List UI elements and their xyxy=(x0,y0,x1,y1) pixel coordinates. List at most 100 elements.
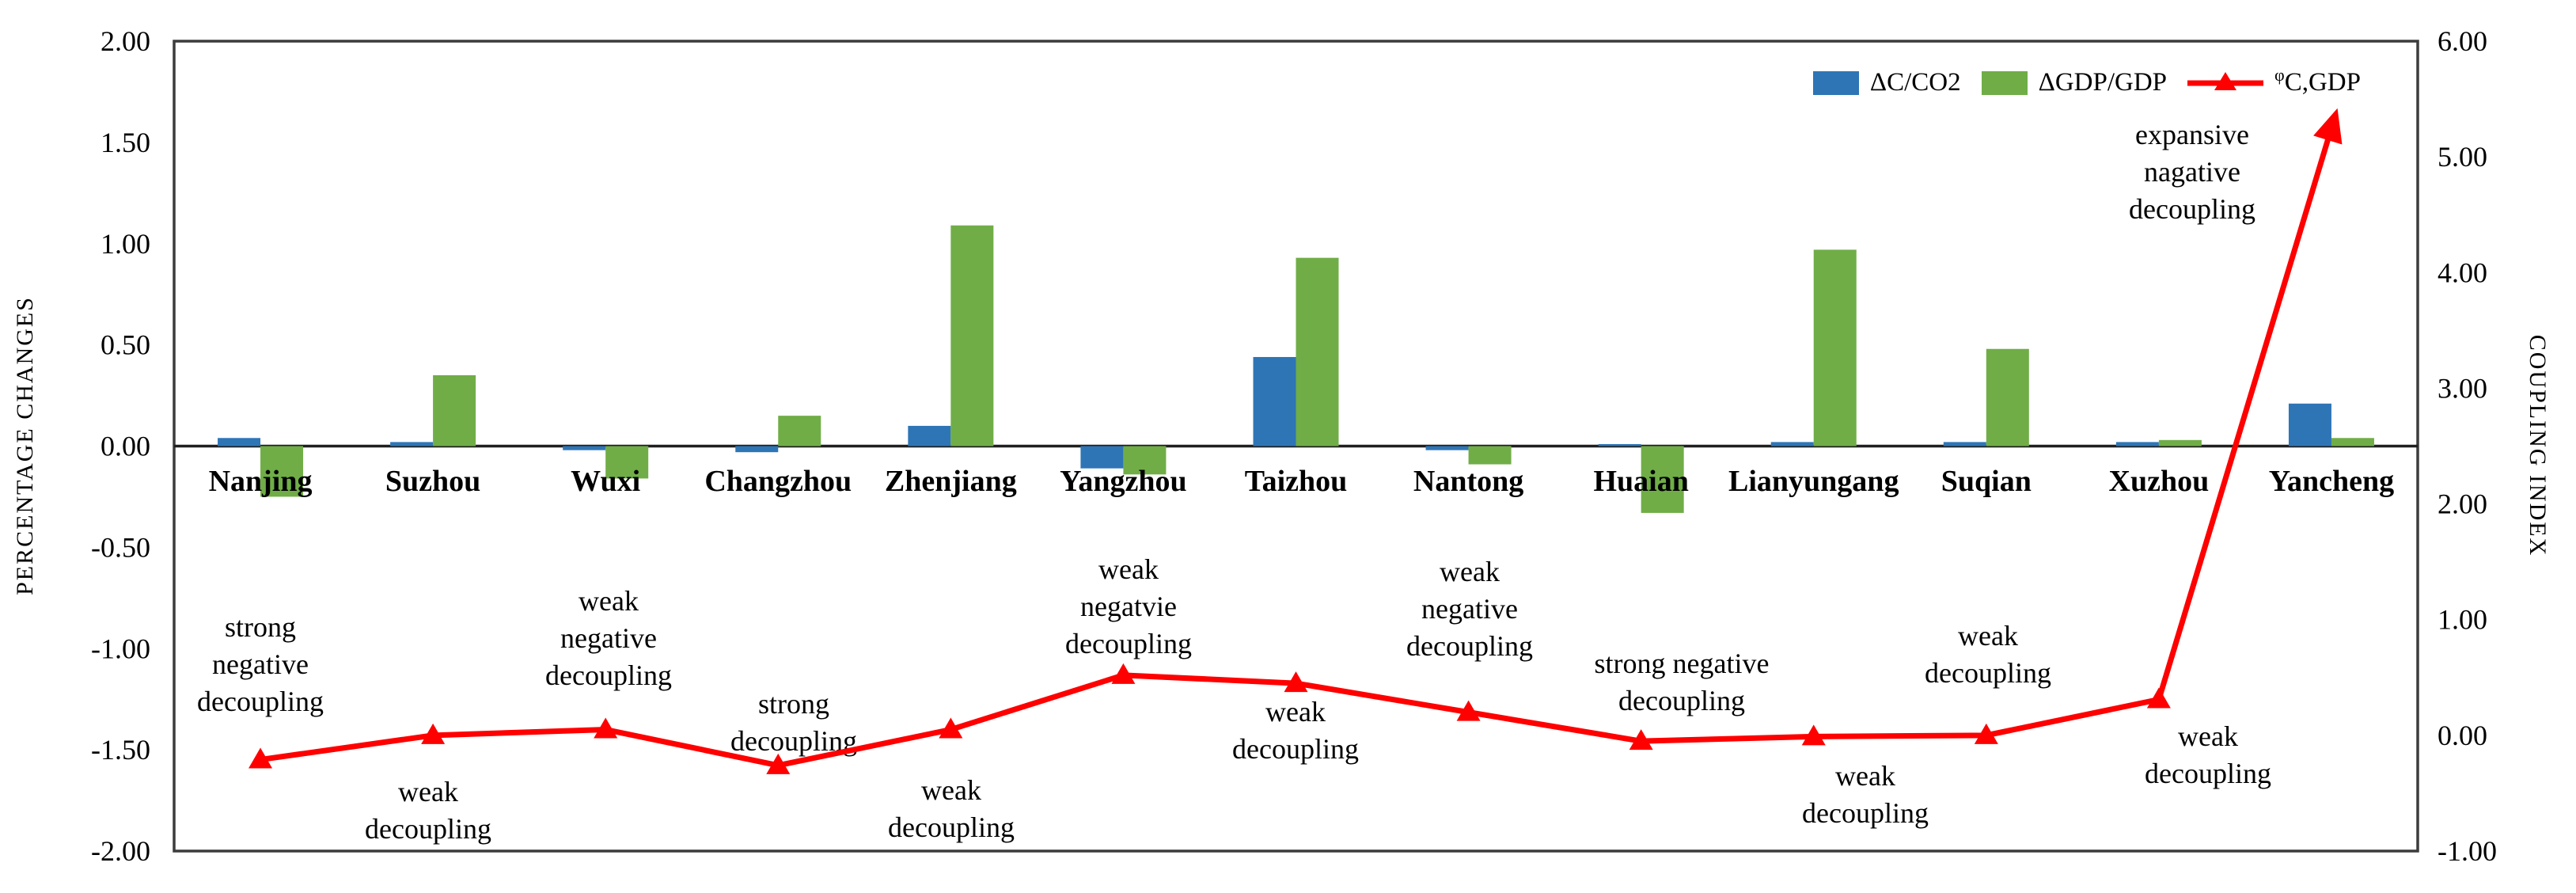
line-marker-Xuzhou xyxy=(2146,687,2171,709)
annotation-7: weak negative decoupling xyxy=(1406,556,1533,662)
annotation-line: decoupling xyxy=(1618,685,1745,716)
bar-ΔC/CO2-Yangzhou xyxy=(1080,446,1124,469)
left-axis-tick-label: 1.00 xyxy=(101,228,150,260)
bar-ΔGDP/GDP-Nanjing xyxy=(260,446,304,497)
annotation-2: weak negative decoupling xyxy=(545,585,672,691)
bar-ΔC/CO2-Zhenjiang xyxy=(908,425,951,446)
annotation-line: weak xyxy=(1958,620,2018,652)
legend-line-marker-icon xyxy=(2187,71,2264,90)
legend-label: ΔC/CO2 xyxy=(1869,68,1961,97)
bar-ΔC/CO2-Huaian xyxy=(1598,443,1641,446)
right-axis-tick-label: -1.00 xyxy=(2438,835,2497,867)
left-axis-tick-label: 0.50 xyxy=(101,329,150,361)
right-axis-tick-label: 3.00 xyxy=(2438,372,2487,404)
city-label-Zhenjiang: Zhenjiang xyxy=(885,465,1017,498)
right-axis-tick-label: 0.00 xyxy=(2438,720,2487,751)
right-axis-tick-label: 1.00 xyxy=(2438,604,2487,636)
legend: ΔC/CO2 ΔGDP/GDP φC,GDP xyxy=(1812,65,2361,97)
bar-ΔGDP/GDP-Lianyungang xyxy=(1813,249,1857,446)
annotation-line: decoupling xyxy=(1802,797,1929,829)
bar-ΔC/CO2-Nantong xyxy=(1425,446,1469,450)
left-axis-tick-label: -2.00 xyxy=(91,835,150,867)
city-label-Suzhou: Suzhou xyxy=(385,465,480,498)
annotation-line: decoupling xyxy=(1406,630,1533,662)
annotation-line: expansive xyxy=(2135,119,2249,150)
annotation-line: weak xyxy=(1440,556,1500,587)
right-axis-tick-label: 2.00 xyxy=(2438,488,2487,520)
city-label-Yangzhou: Yangzhou xyxy=(1060,465,1187,498)
bar-ΔC/CO2-Lianyungang xyxy=(1770,442,1814,446)
annotation-line: nagative xyxy=(2144,156,2240,188)
bar-ΔGDP/GDP-Huaian xyxy=(1641,446,1684,513)
left-axis-tick-label: -0.50 xyxy=(91,531,150,563)
legend-label: φC,GDP xyxy=(2274,65,2361,97)
line-marker-Suzhou xyxy=(421,723,446,744)
annotation-line: decoupling xyxy=(1925,657,2051,689)
right-axis-tick-label: 5.00 xyxy=(2438,141,2487,173)
line-marker-Lianyungang xyxy=(1801,724,1826,746)
annotation-1: weak decoupling xyxy=(365,776,491,845)
bar-ΔGDP/GDP-Zhenjiang xyxy=(950,225,994,446)
city-label-Huaian: Huaian xyxy=(1593,465,1688,498)
left-axis-tick-label: 1.50 xyxy=(101,127,150,158)
annotation-line: decoupling xyxy=(545,659,672,691)
city-label-Taizhou: Taizhou xyxy=(1245,465,1348,498)
bar-ΔGDP/GDP-Yangzhou xyxy=(1123,446,1167,475)
annotation-line: negative xyxy=(560,622,657,654)
annotation-line: decoupling xyxy=(888,811,1015,843)
right-axis-tick-label: 6.00 xyxy=(2438,25,2487,57)
legend-swatch xyxy=(1981,70,2028,95)
annotation-line: weak xyxy=(1265,696,1326,728)
annotation-line: weak xyxy=(2178,720,2238,752)
legend-item-ΔGDP/GDP: ΔGDP/GDP xyxy=(1981,68,2167,97)
left-axis-title: PERCENTAGE CHANGES xyxy=(12,296,38,595)
annotation-5: weak negatvie decoupling xyxy=(1065,553,1192,659)
legend-swatch xyxy=(1812,70,1859,95)
left-axis-tick-label: 2.00 xyxy=(101,25,150,57)
annotation-line: strong negative xyxy=(1595,648,1770,679)
line-marker-Nanjing xyxy=(248,747,273,769)
annotation-line: negative xyxy=(212,648,309,680)
annotation-line: weak xyxy=(1098,553,1159,585)
bar-ΔC/CO2-Wuxi xyxy=(563,446,606,450)
city-label-Lianyungang: Lianyungang xyxy=(1728,465,1899,498)
line-marker-Taizhou xyxy=(1284,671,1308,693)
city-label-Nanjing: Nanjing xyxy=(209,465,313,498)
line-marker-Changzhou xyxy=(766,753,791,774)
line-marker-Yangzhou xyxy=(1111,663,1136,684)
left-axis-tick-label: 0.00 xyxy=(101,431,150,462)
bar-ΔGDP/GDP-Changzhou xyxy=(778,416,821,446)
annotation-line: decoupling xyxy=(1232,733,1359,765)
line-marker-Wuxi xyxy=(594,717,618,739)
annotation-8: strong negative decoupling xyxy=(1595,648,1770,716)
annotation-line: weak xyxy=(398,776,458,808)
bar-ΔGDP/GDP-Xuzhou xyxy=(2158,439,2202,446)
bar-ΔC/CO2-Suqian xyxy=(1943,442,1986,446)
city-label-Wuxi: Wuxi xyxy=(571,465,640,498)
annotation-line: weak xyxy=(579,585,639,617)
annotation-9: weak decoupling xyxy=(1802,760,1929,829)
legend-item-φC,GDP: φC,GDP xyxy=(2187,65,2361,97)
annotation-line: weak xyxy=(1835,760,1895,792)
bar-ΔGDP/GDP-Yancheng xyxy=(2331,438,2374,446)
bar-ΔC/CO2-Taizhou xyxy=(1253,356,1296,446)
line-marker-Suqian xyxy=(1974,723,1998,744)
city-label-Suqian: Suqian xyxy=(1941,465,2032,498)
bar-ΔGDP/GDP-Suqian xyxy=(1986,348,2029,446)
annotation-6: weak decoupling xyxy=(1232,696,1359,765)
annotation-line: weak xyxy=(921,774,981,806)
annotation-12: expansive nagative decoupling xyxy=(2129,119,2255,225)
annotation-line: decoupling xyxy=(197,686,324,717)
bar-ΔC/CO2-Suzhou xyxy=(390,442,434,446)
left-axis-tick-label: -1.00 xyxy=(91,633,150,664)
city-label-Nantong: Nantong xyxy=(1413,465,1523,498)
left-axis-tick-label: -1.50 xyxy=(91,734,150,766)
annotation-3: strong decoupling xyxy=(730,688,857,757)
bar-ΔGDP/GDP-Nantong xyxy=(1468,446,1512,465)
annotation-line: negative xyxy=(1421,593,1518,625)
annotation-line: decoupling xyxy=(2129,193,2255,225)
bar-ΔGDP/GDP-Taizhou xyxy=(1296,257,1339,446)
bar-ΔC/CO2-Yancheng xyxy=(2288,403,2331,446)
annotation-line: decoupling xyxy=(1065,628,1192,659)
